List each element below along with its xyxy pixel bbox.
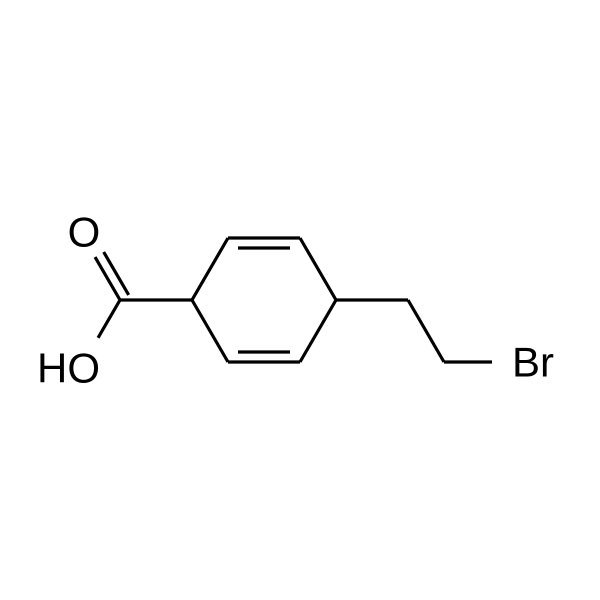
bond-line: [98, 300, 120, 338]
bond-line: [300, 300, 336, 362]
bond-line: [408, 300, 444, 362]
atom-label-o_oh: HO: [37, 345, 100, 392]
bond-line: [300, 238, 336, 300]
bond-line: [192, 238, 228, 300]
atom-label-o_dbl: O: [68, 209, 101, 256]
bond-line-inner: [104, 252, 129, 295]
molecule-diagram: O HO Br: [0, 0, 600, 600]
bond-line: [192, 300, 228, 362]
atom-label-br: Br: [512, 339, 554, 386]
bond-line: [95, 257, 120, 300]
